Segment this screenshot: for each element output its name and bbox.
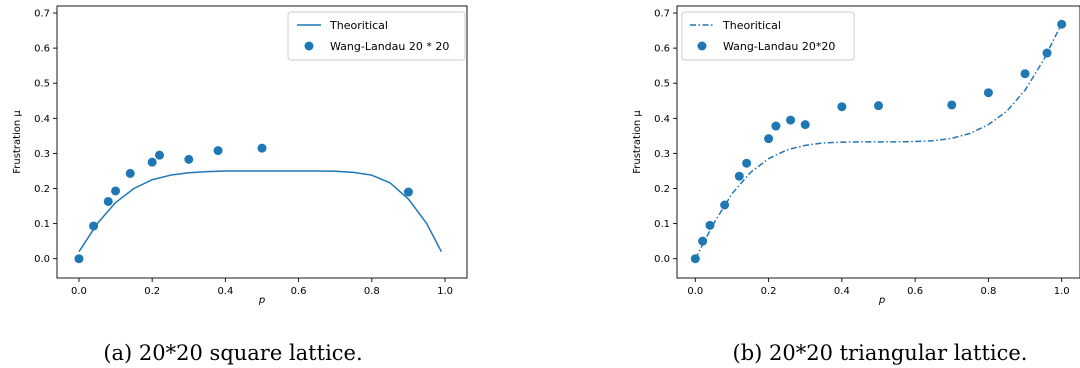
x-tick-label: 0.2 — [144, 286, 160, 297]
data-point — [89, 221, 99, 231]
x-tick-label: 0.2 — [761, 286, 777, 297]
data-point — [771, 121, 781, 131]
x-tick-label: 1.0 — [437, 286, 453, 297]
data-point — [690, 254, 700, 264]
theoretical-curve — [694, 23, 1063, 260]
chart-panel-b: 0.0 0.2 0.4 0.6 0.8 1.0 0.0 0.1 0.2 0.3 0.4 0.5 0.6 0… — [632, 5, 1080, 365]
legend-box — [287, 11, 466, 61]
data-point — [184, 154, 194, 164]
y-axis-label: Frustration μ — [12, 110, 23, 174]
legend: Theoritical Wang-Landau 20*20 — [681, 11, 855, 61]
data-point — [742, 158, 752, 168]
theoretical-curve — [78, 170, 443, 253]
x-axis-label: p — [258, 295, 265, 306]
legend-box — [681, 11, 855, 61]
x-tick-label: 0.6 — [291, 286, 307, 297]
caption-b: (b) 20*20 triangular lattice. — [733, 341, 1028, 365]
data-point — [155, 150, 164, 160]
data-point — [705, 220, 715, 230]
data-point — [720, 200, 730, 210]
y-tick-label: 0.6 — [34, 44, 50, 55]
data-point — [786, 115, 796, 125]
legend-label-wang-landau: Wang-Landau 20 * 20 — [330, 40, 449, 53]
data-point — [734, 171, 744, 181]
x-tick-label: 1.0 — [1054, 286, 1070, 297]
plot-frame — [56, 5, 468, 279]
legend: Theoritical Wang-Landau 20 * 20 — [287, 11, 466, 61]
y-tick-label: 0.4 — [34, 114, 50, 125]
y-axis-label: Frustration μ — [632, 110, 643, 174]
legend-label-theoretical: Theoritical — [329, 19, 388, 32]
data-point — [111, 186, 121, 196]
data-point — [947, 100, 957, 110]
y-tick-label: 0.4 — [654, 114, 670, 125]
y-tick-label: 0.1 — [654, 219, 670, 230]
data-point — [403, 187, 413, 197]
y-tick-label: 0.5 — [654, 79, 670, 90]
y-tick-label: 0.3 — [34, 149, 50, 160]
data-point — [74, 254, 84, 264]
x-tick-label: 0.0 — [71, 286, 87, 297]
y-tick-label: 0.3 — [654, 149, 670, 160]
data-point — [874, 101, 883, 111]
data-series — [690, 19, 1067, 264]
y-tick-label: 0.2 — [34, 184, 50, 195]
data-point — [800, 120, 810, 130]
data-point — [698, 236, 708, 246]
y-tick-label: 0.5 — [34, 79, 50, 90]
x-tick-label: 0.0 — [687, 286, 703, 297]
axis-ticks: 0.0 0.2 0.4 0.6 0.8 1.0 0.0 0.1 0.2 0.3 0.4 0.5 0.6 0… — [654, 9, 1070, 297]
x-tick-label: 0.8 — [364, 286, 380, 297]
x-tick-label: 0.4 — [834, 286, 850, 297]
data-point — [1020, 69, 1030, 79]
y-tick-label: 0.7 — [34, 9, 50, 20]
data-point — [147, 157, 157, 167]
data-point — [983, 88, 993, 98]
y-tick-label: 0.7 — [654, 9, 670, 20]
data-point — [764, 134, 774, 144]
y-tick-label: 0.1 — [34, 219, 50, 230]
data-point — [1042, 48, 1052, 58]
caption-a: (a) 20*20 square lattice. — [103, 341, 362, 365]
data-point — [103, 196, 113, 206]
x-tick-label: 0.6 — [907, 286, 923, 297]
legend-label-theoretical: Theoritical — [722, 19, 781, 32]
y-tick-label: 0.0 — [654, 254, 670, 265]
data-point — [837, 102, 847, 112]
data-point — [213, 146, 223, 156]
data-point — [125, 168, 135, 178]
data-point — [257, 143, 267, 153]
x-axis-label: p — [878, 295, 885, 306]
data-point — [1057, 19, 1067, 29]
x-tick-label: 0.4 — [217, 286, 233, 297]
axis-ticks: 0.0 0.2 0.4 0.6 0.8 1.0 0.0 0.1 0.2 0.3 0.4 0.5 0.6 0… — [34, 9, 453, 297]
legend-marker-swatch — [304, 41, 314, 51]
chart-panel-a: 0.0 0.2 0.4 0.6 0.8 1.0 0.0 0.1 0.2 0.3 0.4 0.5 0.6 0… — [12, 5, 468, 365]
y-tick-label: 0.6 — [654, 44, 670, 55]
data-series — [74, 143, 443, 264]
plot-frame — [676, 5, 1080, 279]
y-tick-label: 0.2 — [654, 184, 670, 195]
y-tick-label: 0.0 — [34, 254, 50, 265]
x-tick-label: 0.8 — [980, 286, 996, 297]
legend-label-wang-landau: Wang-Landau 20*20 — [723, 40, 835, 53]
legend-marker-swatch — [697, 41, 707, 51]
